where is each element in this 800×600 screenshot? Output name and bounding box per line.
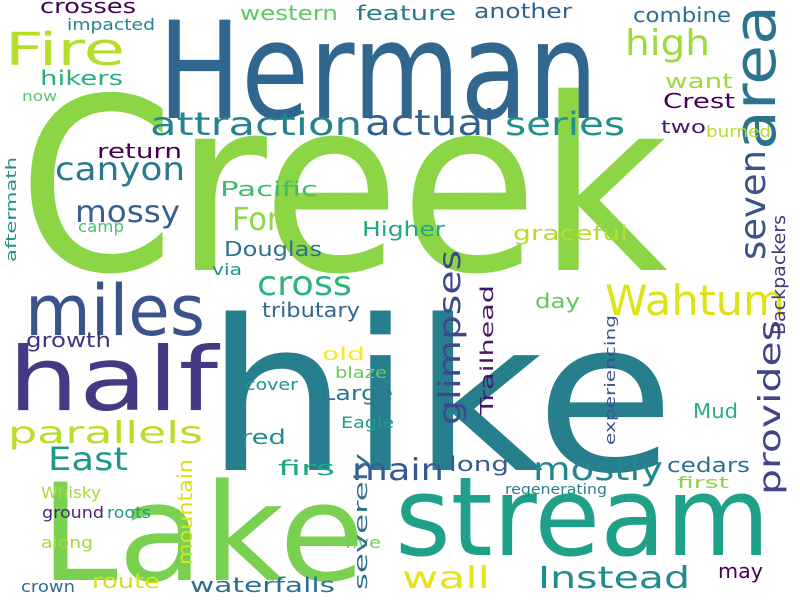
word-growth: growth [26,328,111,352]
word-canyon: canyon [55,150,185,188]
word-want: want [665,69,733,93]
word-large: Large [321,381,393,405]
word-glimpses: glimpses [433,250,468,425]
word-area: area [721,5,789,150]
word-crosses: crosses [40,0,136,18]
word-creek: Creek [18,47,668,327]
word-higher: Higher [362,217,446,241]
word-ground: ground [42,503,104,522]
word-two: two [661,117,706,138]
word-parallels: parallels [8,416,203,451]
word-mostly: mostly [533,450,663,488]
word-feature: feature [356,1,456,25]
word-lake: Lake [40,455,365,600]
word-whisky: Whisky [41,483,101,502]
word-return: return [97,139,182,163]
word-crown: crown [21,577,75,596]
word-hikers: hikers [40,66,123,90]
word-long: long [449,452,509,476]
word-actual: actual [365,103,495,144]
word-wall: wall [402,561,490,596]
word-severely: severely [351,452,372,590]
word-aftermath: aftermath [4,157,20,262]
word-fire: Fire [5,23,125,76]
word-firs: firs [278,456,335,480]
word-stream: stream [395,453,770,581]
word-eagle: Eagle [341,413,394,432]
word-fork: Fork [232,200,297,238]
word-series: series [505,105,625,143]
word-five: five [345,533,381,552]
word-crest: Crest [663,89,735,113]
word-half: half [8,328,221,431]
word-pacific: Pacific [220,177,318,201]
word-via: via [212,260,242,279]
word-red: red [241,425,286,449]
word-combine: combine [633,3,731,27]
word-waterfalls: waterfalls [190,573,335,597]
word-western: western [240,1,338,25]
word-may: may [718,559,763,583]
word-first: first [677,473,729,492]
word-mountain: mountain [173,459,197,565]
word-blaze: blaze [335,363,387,382]
word-main: main [352,453,444,488]
word-cover: cover [245,375,298,394]
word-mud: Mud [693,399,738,423]
word-another: another [474,0,573,23]
word-trailhead: Trailhead [477,285,498,417]
word-backpackers: Backpackers [769,215,790,335]
word-cedars: cedars [667,453,750,477]
word-provides: provides [753,320,788,495]
word-wahtum: Wahtum [605,276,785,325]
word-regenerating: regenerating [505,482,607,498]
word-now: now [22,89,57,105]
word-douglas: Douglas [224,237,322,261]
word-along: along [41,533,93,552]
word-attraction: attraction [150,105,362,143]
word-high: high [625,23,710,64]
word-burned: burned [706,122,771,141]
word-roots: roots [107,503,151,522]
word-instead: Instead [538,561,690,596]
word-route: route [92,569,160,593]
word-east: East [48,440,128,478]
word-graceful: graceful [513,221,628,245]
word-cross: cross [257,264,352,304]
word-herman: Herman [158,0,598,150]
word-tributary: tributary [262,298,360,322]
word-miles: miles [25,270,205,352]
word-experiencing: experiencing [603,315,619,445]
word-hike: hike [205,275,675,520]
word-mossy: mossy [75,195,180,230]
word-impacted: impacted [67,15,155,34]
word-old: old [322,344,365,365]
word-day: day [535,289,580,313]
word-seven: seven [733,150,774,260]
word-camp: camp [78,217,124,236]
